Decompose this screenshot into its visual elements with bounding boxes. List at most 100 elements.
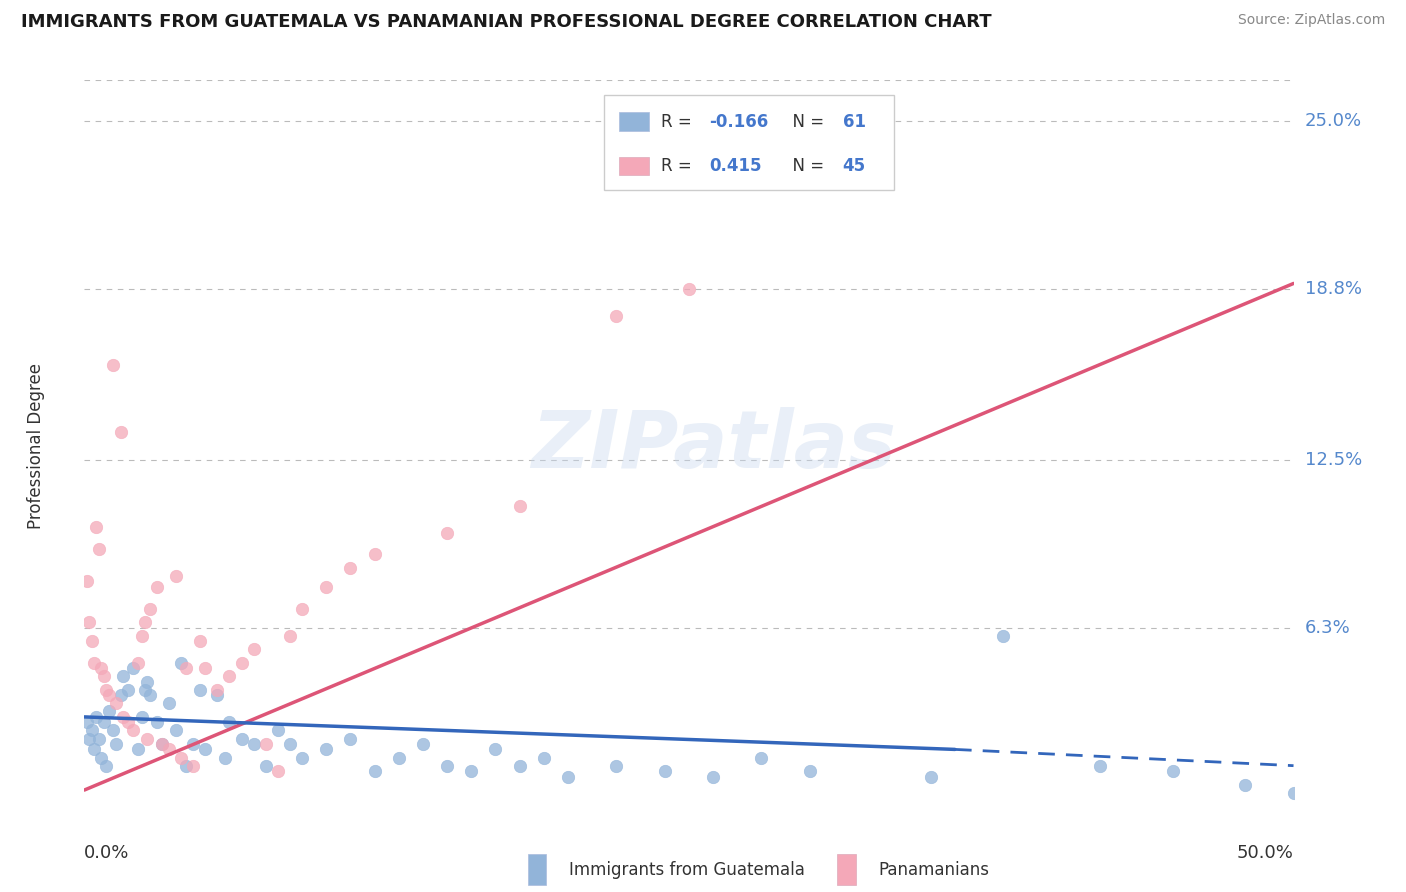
Point: [86, 520, 108, 534]
Point: [484, 742, 506, 756]
Point: [97, 688, 120, 702]
Point: [190, 634, 212, 648]
Bar: [619, 112, 650, 130]
Point: [436, 525, 458, 540]
Point: [136, 731, 159, 746]
Text: 61: 61: [842, 112, 866, 130]
Point: [136, 674, 159, 689]
Point: [174, 661, 197, 675]
Point: [207, 682, 229, 697]
Point: [231, 656, 253, 670]
Point: [218, 669, 240, 683]
Point: [242, 642, 264, 657]
Point: [181, 737, 204, 751]
Point: [412, 737, 434, 751]
Text: ZIPatlas: ZIPatlas: [530, 407, 896, 485]
Point: [214, 750, 236, 764]
Point: [76, 574, 98, 589]
Point: [157, 697, 180, 711]
Point: [83, 656, 105, 670]
Point: [678, 282, 700, 296]
Point: [363, 547, 385, 561]
Point: [1282, 786, 1305, 800]
Point: [80, 723, 103, 738]
Point: [194, 742, 217, 756]
Point: [278, 629, 301, 643]
Point: [460, 764, 482, 778]
Point: [278, 737, 301, 751]
Point: [150, 737, 173, 751]
Point: [117, 682, 139, 697]
Point: [127, 742, 149, 756]
Text: 18.8%: 18.8%: [1305, 280, 1361, 298]
Point: [94, 758, 117, 772]
Point: [90, 661, 112, 675]
Point: [194, 661, 217, 675]
Text: Immigrants from Guatemala: Immigrants from Guatemala: [569, 861, 806, 879]
Point: [267, 764, 290, 778]
Point: [231, 731, 253, 746]
Text: 12.5%: 12.5%: [1305, 450, 1362, 468]
Point: [654, 764, 676, 778]
Point: [87, 541, 110, 556]
Text: IMMIGRANTS FROM GUATEMALA VS PANAMANIAN PROFESSIONAL DEGREE CORRELATION CHART: IMMIGRANTS FROM GUATEMALA VS PANAMANIAN …: [21, 13, 991, 31]
Point: [190, 682, 212, 697]
Text: Source: ZipAtlas.com: Source: ZipAtlas.com: [1237, 13, 1385, 28]
Text: 0.415: 0.415: [710, 157, 762, 175]
Point: [339, 561, 361, 575]
Point: [170, 750, 193, 764]
Text: N =: N =: [782, 112, 830, 130]
Point: [291, 601, 314, 615]
Point: [170, 656, 193, 670]
Point: [605, 758, 627, 772]
Point: [207, 688, 229, 702]
Point: [104, 737, 127, 751]
Point: [77, 615, 100, 629]
Point: [605, 309, 627, 323]
Point: [1161, 764, 1184, 778]
Text: 45: 45: [842, 157, 866, 175]
FancyBboxPatch shape: [605, 95, 894, 190]
Point: [117, 715, 139, 730]
Text: 6.3%: 6.3%: [1305, 618, 1350, 637]
Point: [436, 758, 458, 772]
Point: [150, 737, 173, 751]
Text: 25.0%: 25.0%: [1305, 112, 1362, 130]
Point: [363, 764, 385, 778]
Point: [509, 499, 531, 513]
Point: [291, 750, 314, 764]
Point: [93, 715, 115, 730]
Point: [165, 569, 187, 583]
Point: [1088, 758, 1111, 772]
Point: [254, 758, 277, 772]
Point: [557, 770, 579, 784]
Bar: [619, 157, 650, 176]
Point: [181, 758, 204, 772]
Point: [103, 723, 125, 738]
Point: [388, 750, 411, 764]
Text: Professional Degree: Professional Degree: [27, 363, 45, 529]
Point: [134, 615, 156, 629]
Point: [138, 688, 160, 702]
Point: [127, 656, 149, 670]
Text: -0.166: -0.166: [710, 112, 769, 130]
Point: [121, 723, 143, 738]
Point: [254, 737, 277, 751]
Point: [509, 758, 531, 772]
Point: [174, 758, 197, 772]
Point: [97, 705, 120, 719]
Text: R =: R =: [661, 112, 697, 130]
Point: [86, 710, 108, 724]
Point: [110, 688, 132, 702]
Point: [146, 715, 169, 730]
Point: [103, 358, 125, 372]
Point: [112, 669, 135, 683]
Point: [146, 580, 169, 594]
Point: [87, 731, 110, 746]
Point: [134, 682, 156, 697]
Text: N =: N =: [782, 157, 830, 175]
Point: [165, 723, 187, 738]
Point: [110, 425, 132, 440]
Point: [751, 750, 773, 764]
Point: [93, 669, 115, 683]
